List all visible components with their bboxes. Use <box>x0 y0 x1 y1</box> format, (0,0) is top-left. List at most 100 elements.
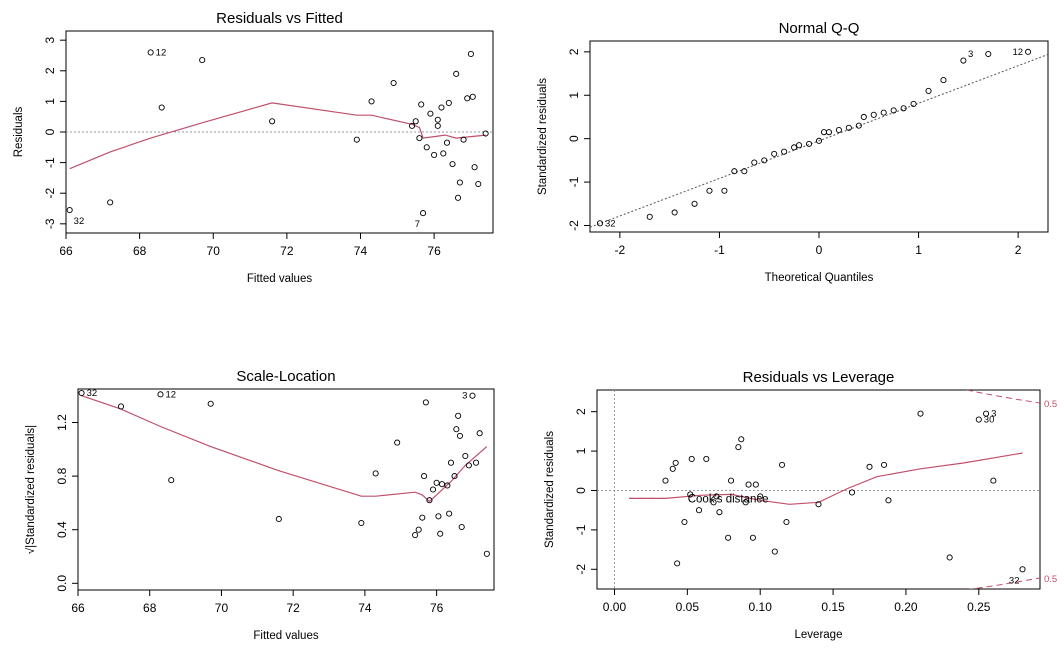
data-point <box>783 518 790 526</box>
cooks-distance-contour-upper <box>964 390 1040 404</box>
data-point <box>423 144 430 151</box>
data-point <box>437 530 444 537</box>
cooks-level-label: 0.5 <box>1044 399 1057 410</box>
data-point <box>669 465 676 472</box>
data-point <box>731 168 738 175</box>
data-point <box>427 110 434 117</box>
x-tick-label: 76 <box>430 601 444 615</box>
data-point <box>983 410 990 417</box>
x-tick-label: 66 <box>59 244 73 258</box>
data-point <box>706 187 713 194</box>
x-tick-label: 72 <box>286 601 300 615</box>
x-tick-label: -2 <box>615 243 626 257</box>
point-label: 32 <box>87 388 98 399</box>
data-point <box>445 99 452 106</box>
data-point <box>646 213 653 220</box>
point-label: 12 <box>156 47 167 58</box>
y-tick-label: 1.2 <box>55 414 69 431</box>
data-point <box>275 515 282 523</box>
point-label: 32 <box>605 218 616 229</box>
data-point <box>848 489 856 496</box>
x-tick-label: 0.25 <box>967 600 991 614</box>
point-label: 12 <box>165 389 176 400</box>
data-point <box>426 497 433 504</box>
plot-area <box>66 102 493 170</box>
y-tick-label: -2 <box>574 564 588 575</box>
y-tick-label: 0.0 <box>55 575 69 592</box>
data-point <box>66 206 73 214</box>
data-point <box>845 124 852 131</box>
data-point <box>465 462 472 469</box>
data-point <box>157 391 164 398</box>
data-point <box>416 135 423 142</box>
y-axis-label: Standardized residuals <box>537 78 549 195</box>
data-point <box>835 126 842 134</box>
point-label: 7 <box>415 219 420 230</box>
data-point <box>456 179 463 186</box>
data-point <box>751 159 758 166</box>
data-point <box>449 161 456 168</box>
point-label: 3 <box>968 49 973 60</box>
y-tick-label: -1 <box>567 176 581 187</box>
data-point <box>107 199 114 206</box>
data-point <box>761 157 768 164</box>
data-point <box>990 477 997 484</box>
data-point <box>716 509 723 516</box>
data-point <box>672 459 679 466</box>
y-tick-label: 0 <box>567 135 581 142</box>
data-point <box>703 455 710 463</box>
x-tick-label: 76 <box>427 244 441 258</box>
panel-4: Residuals vs Leverage 0.00 0.05 0.10 0.15 0.2… <box>544 369 1057 641</box>
plot-frame <box>596 389 1041 590</box>
data-point <box>741 168 748 175</box>
data-point <box>467 50 474 58</box>
data-point <box>880 109 887 116</box>
data-point <box>771 548 778 555</box>
data-point <box>985 50 992 58</box>
data-point <box>462 452 469 460</box>
data-point <box>695 507 703 514</box>
data-point <box>710 499 717 506</box>
point-label: 32 <box>1009 575 1020 586</box>
data-point <box>713 493 720 500</box>
data-point <box>446 510 453 517</box>
data-point <box>168 477 175 484</box>
cooks-distance-contour-lower <box>967 577 1040 589</box>
data-point <box>199 57 206 64</box>
x-tick-label: 2 <box>1015 243 1022 257</box>
data-point <box>455 412 462 419</box>
point-label: 3 <box>462 391 467 402</box>
data-point <box>791 144 798 151</box>
data-point <box>881 461 888 468</box>
data-point <box>940 77 947 84</box>
data-point <box>815 137 823 144</box>
data-point <box>890 107 897 114</box>
data-point <box>917 410 924 417</box>
point-label: 3 <box>991 409 996 420</box>
y-tick-label: 2 <box>43 67 57 74</box>
data-point <box>688 455 695 463</box>
data-point <box>78 389 85 397</box>
data-point <box>721 187 728 194</box>
plot-title: Scale-Location <box>236 368 335 385</box>
data-point <box>779 461 786 468</box>
data-point <box>749 534 756 541</box>
data-point <box>415 526 422 533</box>
data-point <box>207 400 214 407</box>
data-point <box>117 403 125 410</box>
data-point <box>805 140 813 147</box>
x-tick-label: -1 <box>714 243 725 257</box>
data-point <box>420 210 427 217</box>
data-point <box>469 93 476 100</box>
y-axis-label: Residuals <box>13 107 25 158</box>
x-axis-label: Fitted values <box>247 273 312 285</box>
plot-area <box>590 53 1048 228</box>
data-point <box>158 104 165 111</box>
data-point <box>269 118 276 125</box>
data-point <box>433 479 440 486</box>
data-point <box>440 150 447 157</box>
point-label: 30 <box>984 415 995 426</box>
data-point <box>483 550 490 557</box>
data-point <box>925 87 932 94</box>
